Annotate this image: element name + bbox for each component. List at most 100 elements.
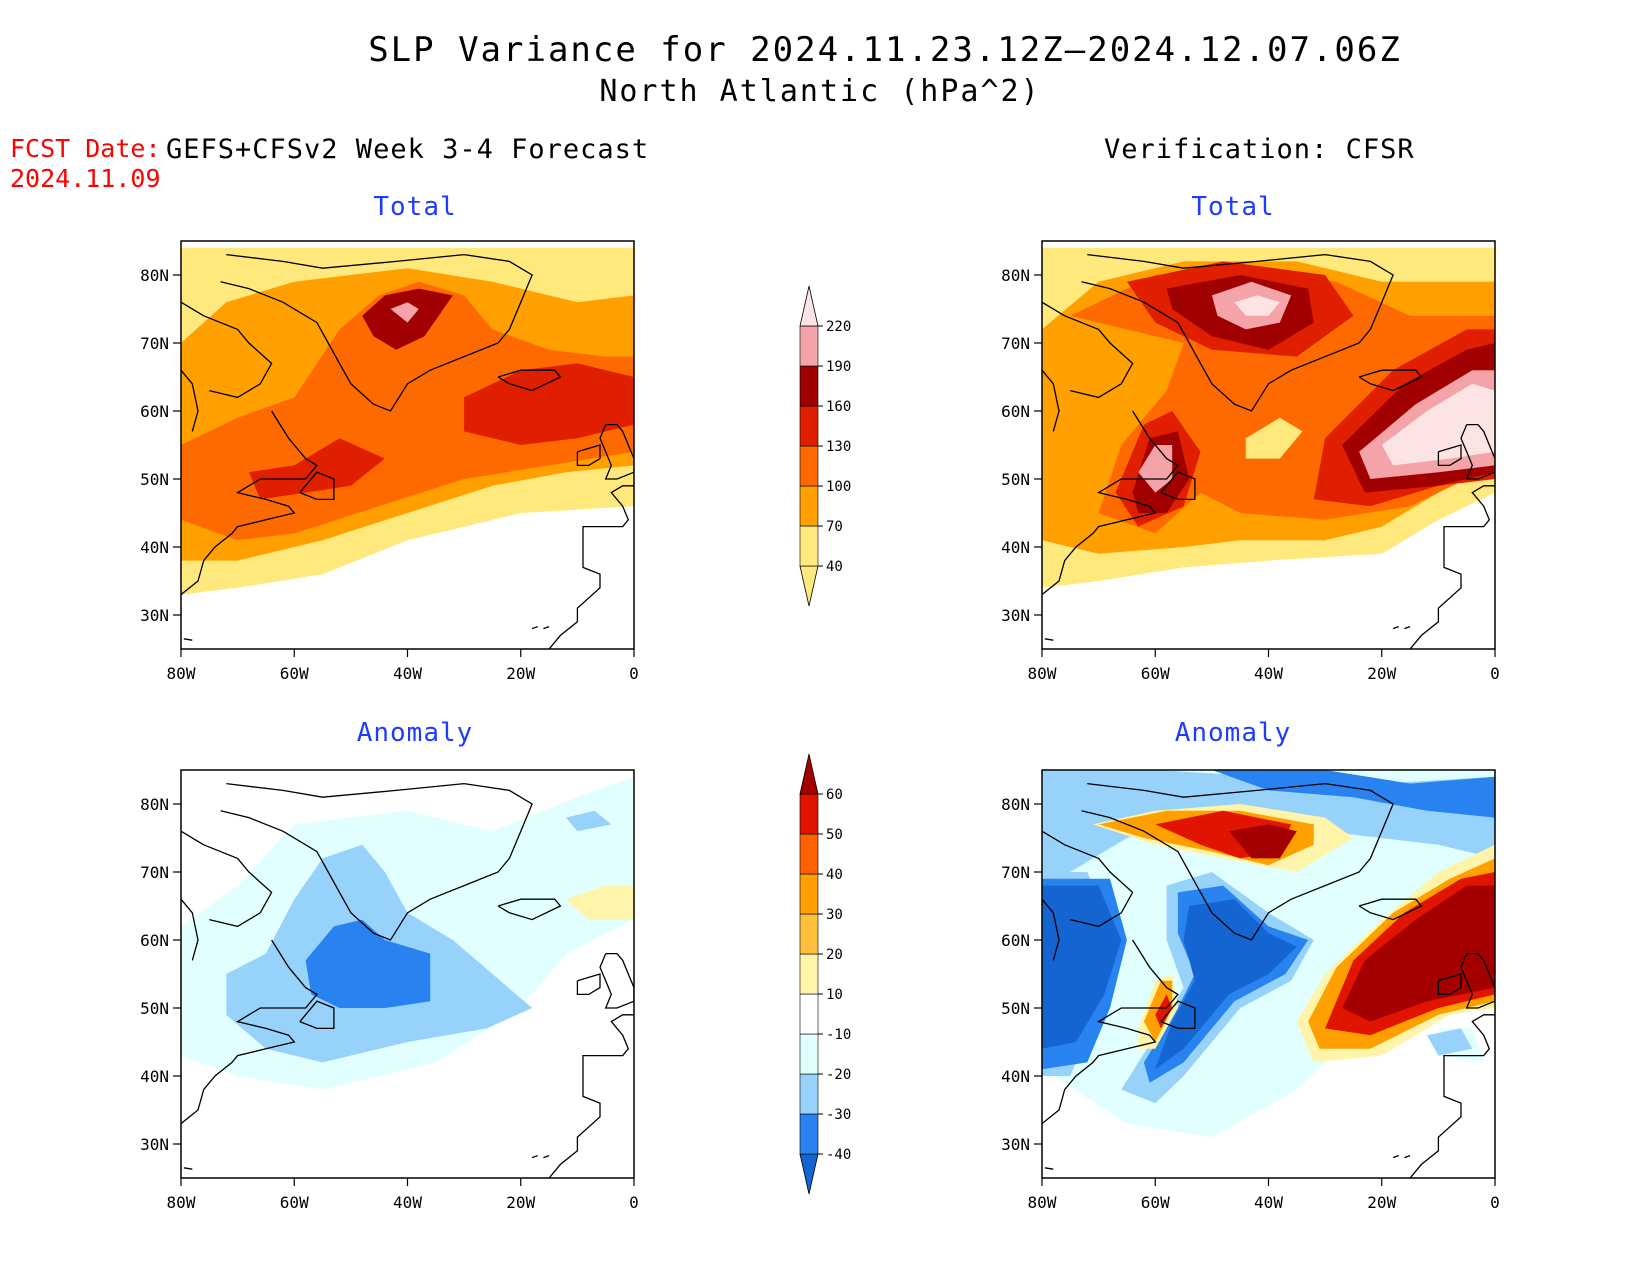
- forecast-column-title: GEFS+CFSv2 Week 3-4 Forecast: [166, 134, 650, 165]
- lat-tick-label: 70N: [140, 863, 169, 882]
- colorbar-label: 70: [826, 519, 843, 535]
- colorbar-label: 220: [826, 319, 851, 335]
- coastline: [1042, 301, 1134, 399]
- coastline: [299, 1000, 335, 1030]
- coastline: [497, 898, 562, 921]
- lon-tick-label: 80W: [167, 1193, 196, 1212]
- colorbar-label: -40: [826, 1147, 851, 1163]
- colorbar-label: -20: [826, 1067, 851, 1083]
- contour-t220: [1234, 295, 1280, 316]
- colorbar-segment: [799, 405, 819, 447]
- lat-tick-label: 70N: [1001, 863, 1030, 882]
- verification-total-label: Total: [1191, 192, 1275, 222]
- lat-tick-label: 80N: [1001, 795, 1030, 814]
- coastline: [1392, 1154, 1399, 1159]
- coastline: [181, 898, 199, 961]
- colorbar-end-arrow: [799, 565, 819, 607]
- contour-a_m30: [1211, 770, 1495, 818]
- coastline: [497, 369, 562, 392]
- lat-tick-label: 30N: [140, 1135, 169, 1154]
- main-title: SLP Variance for 2024.11.23.12Z–2024.12.…: [368, 30, 1402, 70]
- lat-tick-label: 40N: [140, 538, 169, 557]
- colorbar-label: 130: [826, 439, 851, 455]
- contour-t190: [390, 302, 419, 323]
- lat-tick-label: 80N: [1001, 266, 1030, 285]
- coastline: [531, 625, 538, 630]
- map-panel-fc-total: 80N 70N 60N 50N 40N 30N 80W 60W 40W 20W 0: [140, 240, 639, 683]
- colorbar-segment: [799, 525, 819, 567]
- coastline: [1044, 1167, 1054, 1170]
- map-content: [1042, 247, 1495, 649]
- colorbar-label: 160: [826, 399, 851, 415]
- lat-tick-label: 40N: [140, 1067, 169, 1086]
- colorbar-label: 40: [826, 867, 843, 883]
- coastline: [1042, 939, 1179, 1125]
- lat-tick-label: 70N: [1001, 334, 1030, 353]
- coastline: [181, 830, 273, 928]
- coastline: [1392, 625, 1399, 630]
- colorbar-segment: [799, 365, 819, 407]
- coastline: [181, 939, 318, 1125]
- coastline: [1081, 782, 1394, 941]
- contour-a_50: [1155, 994, 1173, 1029]
- forecast-date-value: 2024.11.09: [10, 164, 161, 193]
- contour-a_m40: [1155, 899, 1297, 1070]
- colorbar-segment: [799, 913, 819, 955]
- coastline: [181, 369, 199, 432]
- verification-column-title: Verification: CFSR: [1104, 134, 1415, 165]
- coastline: [599, 952, 634, 1009]
- colorbar-label: 190: [826, 359, 851, 375]
- map-panel-fc-anom: 80N 70N 60N 50N 40N 30N 80W 60W 40W 20W 0: [140, 769, 639, 1212]
- lon-tick-label: 40W: [393, 1193, 422, 1212]
- lat-tick-label: 60N: [140, 931, 169, 950]
- lat-tick-label: 40N: [1001, 538, 1030, 557]
- lon-tick-label: 80W: [1028, 664, 1057, 683]
- lon-tick-label: 0: [629, 1193, 639, 1212]
- coastline: [1437, 444, 1462, 467]
- lat-tick-label: 50N: [1001, 470, 1030, 489]
- lon-tick-label: 0: [629, 664, 639, 683]
- lon-tick-label: 80W: [167, 664, 196, 683]
- contour-t190: [1138, 445, 1173, 493]
- colorbar-segment: [799, 1113, 819, 1155]
- colorbar-segment: [799, 445, 819, 487]
- lon-tick-label: 40W: [1254, 664, 1283, 683]
- coastline: [531, 1154, 538, 1159]
- colorbar-end-arrow: [799, 285, 819, 327]
- coastline: [576, 444, 601, 467]
- contour-a_60: [1228, 824, 1297, 859]
- coastline: [1460, 423, 1495, 480]
- map-content: [1042, 770, 1495, 1178]
- colorbar-label: 100: [826, 479, 851, 495]
- lat-tick-label: 30N: [1001, 1135, 1030, 1154]
- colorbar-segment: [799, 993, 819, 1035]
- lon-tick-label: 60W: [280, 1193, 309, 1212]
- contour-a_m40: [1042, 885, 1122, 1049]
- contour-t130: [464, 363, 634, 445]
- map-content: [181, 776, 634, 1178]
- lon-tick-label: 40W: [1254, 1193, 1283, 1212]
- coastline: [1358, 898, 1423, 921]
- coastline: [548, 485, 634, 649]
- lat-tick-label: 60N: [1001, 931, 1030, 950]
- coastline: [220, 253, 533, 412]
- colorbar-label: -10: [826, 1027, 851, 1043]
- lon-tick-label: 60W: [280, 664, 309, 683]
- coastline: [1460, 952, 1495, 1009]
- colorbar-end-arrow: [799, 1153, 819, 1195]
- contour-t130: [248, 438, 385, 500]
- lat-tick-label: 80N: [140, 795, 169, 814]
- lat-tick-label: 50N: [1001, 999, 1030, 1018]
- lon-tick-label: 20W: [506, 664, 535, 683]
- lat-tick-label: 30N: [140, 606, 169, 625]
- colorbar-label: -30: [826, 1107, 851, 1123]
- lat-tick-label: 70N: [140, 334, 169, 353]
- map-content: [181, 247, 634, 649]
- contour-a_m20: [1427, 1028, 1473, 1056]
- coastline: [299, 471, 335, 501]
- colorbar-label: 30: [826, 907, 843, 923]
- colorbar-segment: [799, 873, 819, 915]
- contour-t220: [1381, 383, 1495, 466]
- contour-a_10: [566, 885, 634, 920]
